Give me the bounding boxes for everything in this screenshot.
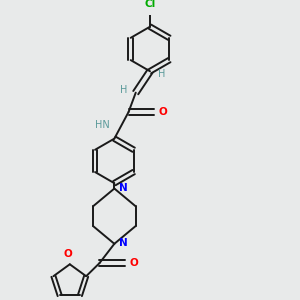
Text: H: H xyxy=(158,69,166,79)
Text: O: O xyxy=(64,249,73,259)
Text: HN: HN xyxy=(95,120,110,130)
Text: Cl: Cl xyxy=(144,0,156,9)
Text: N: N xyxy=(118,183,127,193)
Text: H: H xyxy=(120,85,127,95)
Text: N: N xyxy=(118,238,127,248)
Text: O: O xyxy=(129,258,138,268)
Text: O: O xyxy=(159,107,167,117)
